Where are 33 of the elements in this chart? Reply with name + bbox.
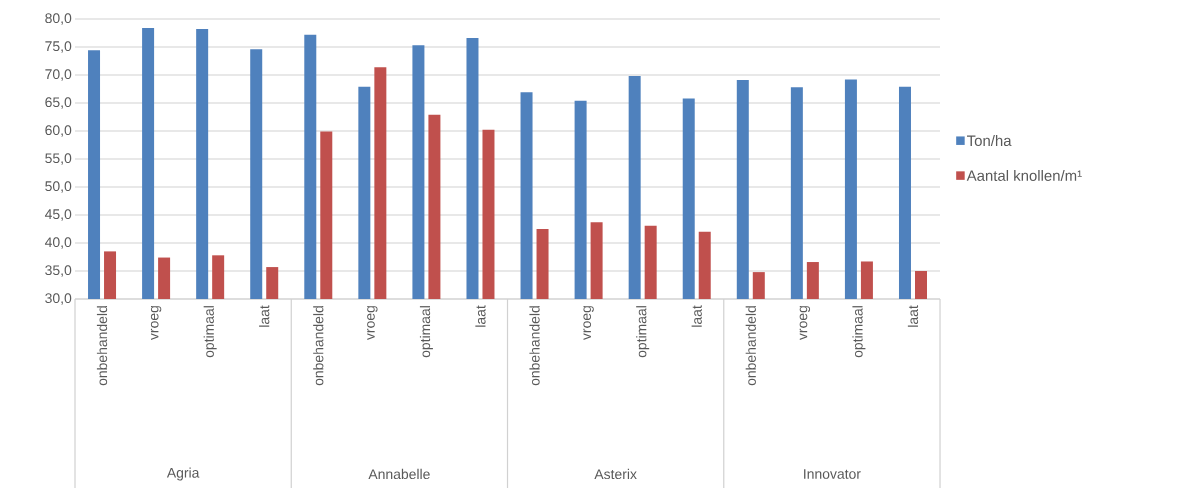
x-tick-label: laat — [475, 305, 486, 327]
text: Innovator — [804, 469, 861, 480]
y-tick-label: 30,0 — [45, 293, 72, 305]
y-tick-label: 35,0 — [45, 265, 72, 277]
y-tick-label: 65,0 — [45, 97, 72, 109]
y-tick-label: 50,0 — [45, 181, 72, 193]
text: Agria — [166, 467, 200, 481]
x-tick-label: onbehandeld — [313, 306, 324, 386]
x-tick-label: vroeg — [799, 306, 811, 341]
x-tick-label: onbehandeld — [96, 306, 108, 386]
x-tick-label: laat — [691, 305, 702, 327]
y-tick-label: 45,0 — [44, 209, 72, 221]
x-tick-label: laat — [259, 305, 270, 327]
x-tick-label: vroeg — [583, 306, 594, 341]
x-tick-label: onbehandeld — [529, 306, 540, 386]
y-tick-label: 80,0 — [45, 13, 72, 25]
x-tick-label: laat — [907, 305, 919, 327]
y-tick-label: 40,0 — [44, 237, 72, 249]
x-tick-label: vroeg — [150, 306, 162, 341]
y-tick-label: 55,0 — [45, 153, 72, 165]
x-tick-label: optimaal — [419, 306, 433, 358]
x-tick-label: optimaal — [636, 306, 650, 358]
text: Asterix — [594, 469, 637, 480]
legend-label: Aantal knollen/m¹ — [966, 170, 1082, 182]
y-tick-label: 70,0 — [45, 69, 72, 81]
x-tick-label: optimaal — [203, 306, 217, 358]
x-tick-label: onbehandeld — [745, 306, 756, 386]
y-tick-label: 60,0 — [45, 125, 72, 137]
x-tick-label: vroeg — [367, 306, 378, 341]
text: Annabelle — [368, 469, 430, 480]
y-tick-label: 75,0 — [45, 41, 72, 53]
legend-label: Ton/ha — [967, 135, 1012, 147]
x-tick-label: optimaal — [852, 306, 866, 358]
